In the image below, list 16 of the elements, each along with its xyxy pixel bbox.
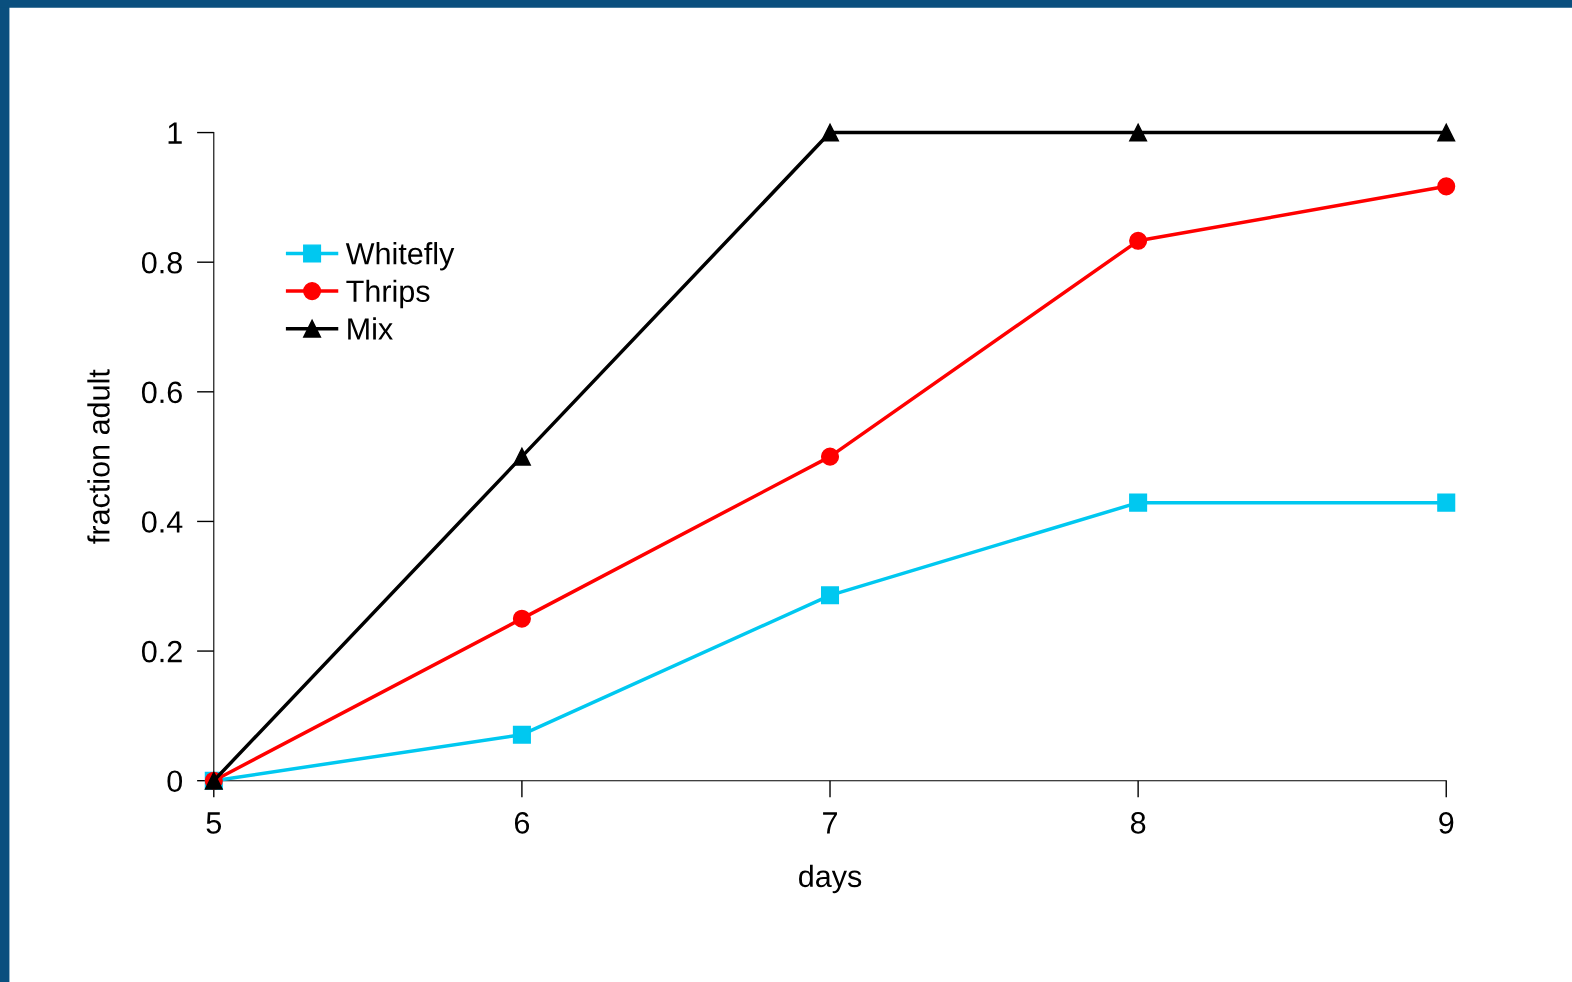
x-tick-label: 6 <box>514 812 530 834</box>
legend-label: Whitefly <box>345 242 455 271</box>
x-tick-label: 8 <box>1130 812 1146 834</box>
x-axis-title: days <box>799 864 862 894</box>
y-tick-label: 0.4 <box>141 511 183 533</box>
y-axis-title: fraction adult <box>87 369 110 544</box>
legend-label: Thrips <box>346 279 430 309</box>
x-tick-label: 5 <box>206 812 222 834</box>
legend-label: Mix <box>348 317 393 340</box>
x-tick-label: 9 <box>1439 812 1454 834</box>
y-tick-label: 0.2 <box>141 640 182 663</box>
y-tick-label: 0.8 <box>141 251 182 274</box>
y-tick-label: 1 <box>168 122 182 144</box>
y-tick-label: 0.6 <box>141 381 182 404</box>
y-tick-label: 0 <box>167 770 183 793</box>
x-tick-label: 7 <box>823 812 837 834</box>
